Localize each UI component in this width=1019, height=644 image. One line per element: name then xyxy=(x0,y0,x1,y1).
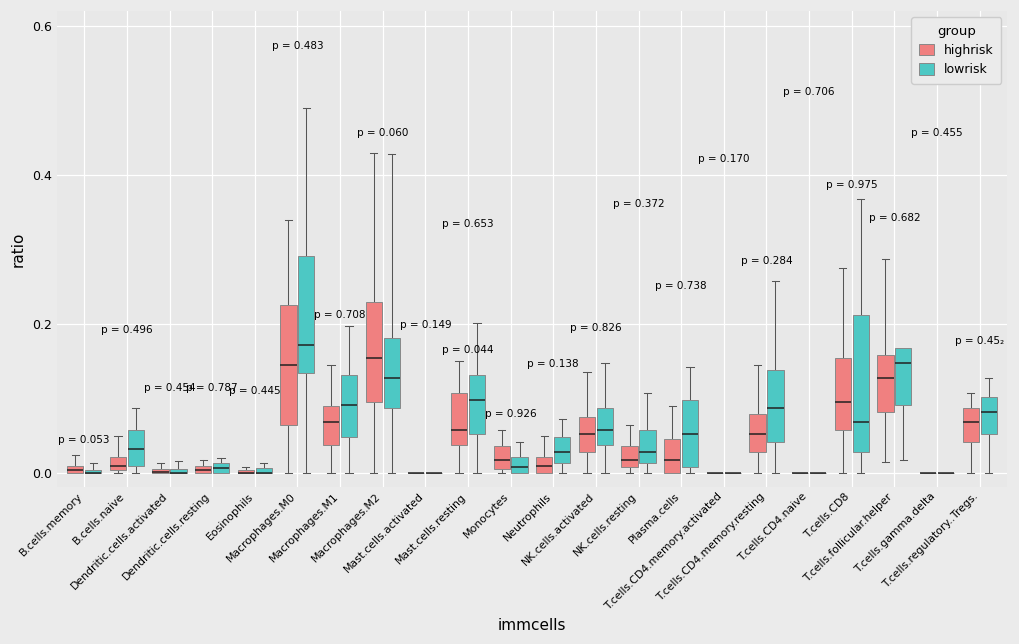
Bar xyxy=(766,370,783,442)
Bar xyxy=(979,397,996,435)
X-axis label: immcells: immcells xyxy=(497,618,566,633)
Bar xyxy=(85,470,101,473)
Text: p = 0.053: p = 0.053 xyxy=(58,435,110,445)
Bar xyxy=(67,466,84,473)
Bar xyxy=(536,457,552,473)
Bar xyxy=(383,337,399,408)
Bar xyxy=(834,357,850,430)
Bar xyxy=(553,437,570,464)
Text: p = 0.170: p = 0.170 xyxy=(697,154,749,164)
Bar xyxy=(639,430,655,464)
Bar xyxy=(621,446,637,467)
Text: p = 0.483: p = 0.483 xyxy=(271,41,323,51)
Text: p = 0.926: p = 0.926 xyxy=(484,410,536,419)
Bar xyxy=(195,466,211,473)
Bar xyxy=(852,315,868,452)
Bar xyxy=(280,305,297,424)
Text: p = 0.496: p = 0.496 xyxy=(101,325,153,336)
Text: p = 0.060: p = 0.060 xyxy=(357,128,408,138)
Text: p = 0.454: p = 0.454 xyxy=(144,383,196,393)
Bar xyxy=(511,457,527,473)
Bar xyxy=(962,408,978,442)
Text: p = 0.445: p = 0.445 xyxy=(228,386,280,395)
Bar xyxy=(298,256,314,372)
Bar xyxy=(110,457,126,470)
Bar xyxy=(237,470,254,473)
Bar xyxy=(450,393,467,445)
Bar xyxy=(256,468,272,473)
Bar xyxy=(170,469,186,473)
Bar xyxy=(493,446,510,469)
Bar xyxy=(365,302,381,402)
Text: p = 0.706: p = 0.706 xyxy=(783,87,834,97)
Bar xyxy=(579,417,594,452)
Bar xyxy=(876,355,893,412)
Text: p = 0.708: p = 0.708 xyxy=(314,310,366,320)
Text: p = 0.138: p = 0.138 xyxy=(527,359,579,369)
Text: p = 0.826: p = 0.826 xyxy=(570,323,622,333)
Bar xyxy=(152,469,168,473)
Text: p = 0.682: p = 0.682 xyxy=(868,214,919,223)
Text: p = 0.738: p = 0.738 xyxy=(655,281,706,290)
Y-axis label: ratio: ratio xyxy=(11,231,26,267)
Bar xyxy=(895,348,911,404)
Text: p = 0.787: p = 0.787 xyxy=(186,383,237,393)
Text: p = 0.149: p = 0.149 xyxy=(399,320,450,330)
Text: p = 0.372: p = 0.372 xyxy=(612,198,663,209)
Text: p = 0.653: p = 0.653 xyxy=(442,219,493,229)
Bar xyxy=(340,375,357,437)
Bar xyxy=(323,406,339,445)
Bar xyxy=(127,430,144,466)
Text: p = 0.044: p = 0.044 xyxy=(442,345,493,355)
Text: p = 0.975: p = 0.975 xyxy=(825,180,876,190)
Legend: highrisk, lowrisk: highrisk, lowrisk xyxy=(911,17,1000,84)
Bar xyxy=(213,464,229,473)
Bar xyxy=(596,408,612,445)
Bar xyxy=(469,375,485,435)
Text: p = 0.45₂: p = 0.45₂ xyxy=(954,336,1004,346)
Bar xyxy=(663,439,680,473)
Text: p = 0.284: p = 0.284 xyxy=(740,256,792,266)
Text: p = 0.455: p = 0.455 xyxy=(910,128,962,138)
Bar xyxy=(749,413,765,452)
Bar xyxy=(682,400,698,467)
